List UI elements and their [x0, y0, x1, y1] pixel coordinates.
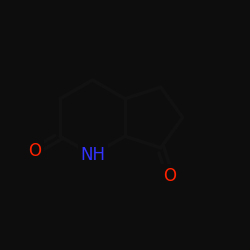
Text: NH: NH	[80, 146, 105, 164]
Text: O: O	[28, 142, 41, 160]
Text: O: O	[163, 167, 176, 185]
